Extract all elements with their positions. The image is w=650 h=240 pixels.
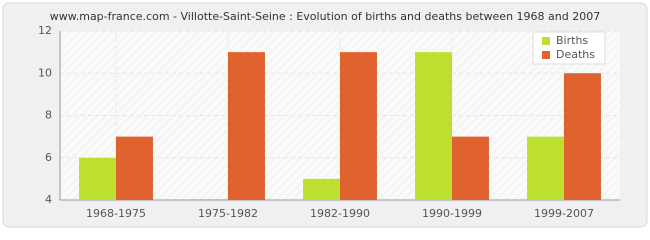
y-tick-label: 10 bbox=[38, 66, 52, 79]
bar bbox=[228, 52, 265, 200]
x-tick-label: 1982-1990 bbox=[310, 207, 370, 220]
x-tick-label: 1975-1982 bbox=[198, 207, 258, 220]
bar bbox=[191, 199, 228, 200]
bar bbox=[79, 157, 116, 200]
bar bbox=[452, 136, 489, 200]
legend-swatch bbox=[542, 51, 550, 59]
bar bbox=[340, 52, 377, 200]
bar bbox=[527, 136, 564, 200]
y-tick-label: 4 bbox=[45, 193, 52, 206]
x-tick-label: 1990-1999 bbox=[422, 207, 482, 220]
y-tick-label: 8 bbox=[45, 109, 52, 122]
bar bbox=[116, 136, 153, 200]
legend-label: Deaths bbox=[556, 48, 595, 61]
bar bbox=[564, 73, 601, 200]
x-tick-label: 1999-2007 bbox=[534, 207, 594, 220]
y-tick-label: 12 bbox=[38, 24, 52, 37]
x-tick-label: 1968-1975 bbox=[86, 207, 146, 220]
legend-swatch bbox=[542, 37, 550, 45]
y-tick-label: 6 bbox=[45, 151, 52, 164]
bar bbox=[303, 178, 340, 200]
legend-label: Births bbox=[556, 34, 588, 47]
chart-title: www.map-france.com - Villotte-Saint-Sein… bbox=[50, 10, 600, 23]
chart: www.map-france.com - Villotte-Saint-Sein… bbox=[2, 2, 648, 228]
bar bbox=[415, 52, 452, 200]
